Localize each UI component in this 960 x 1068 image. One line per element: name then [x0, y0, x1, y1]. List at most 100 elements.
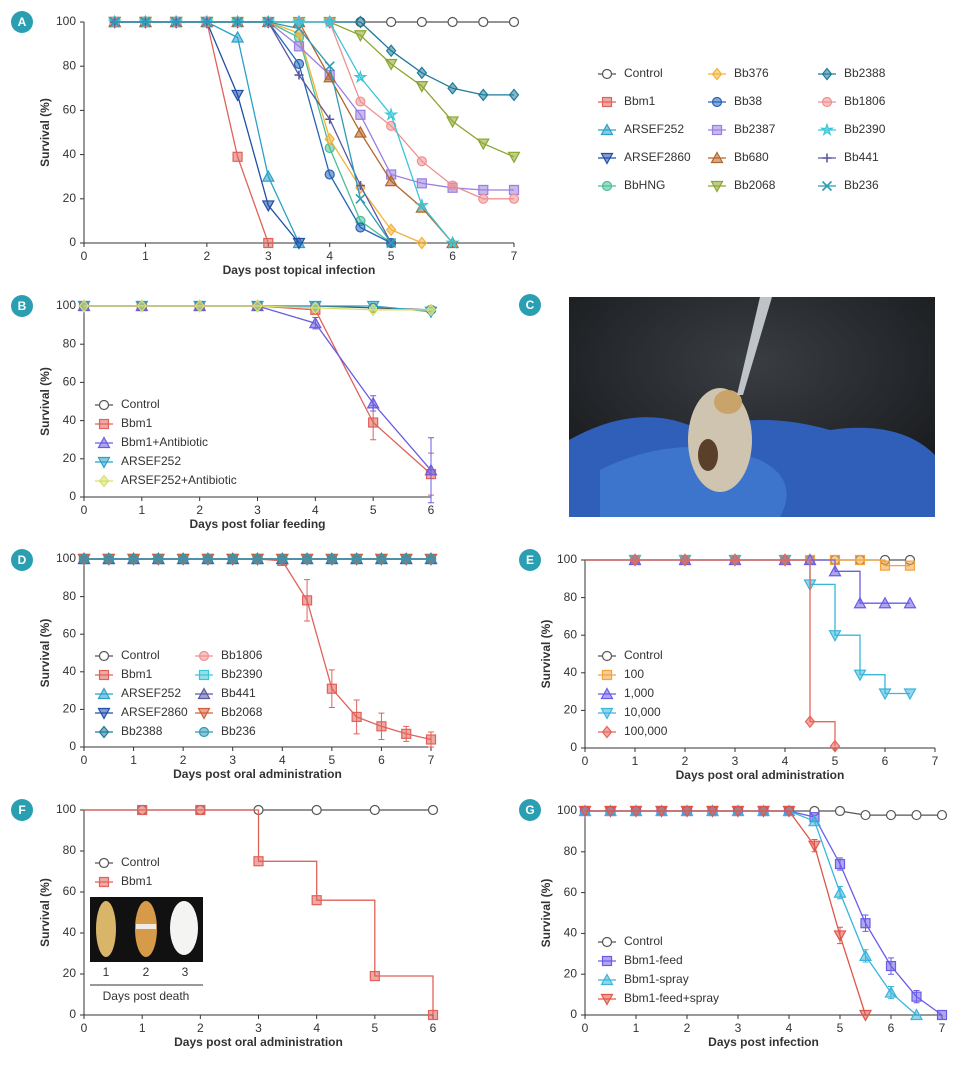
marker [654, 805, 669, 818]
x-tick-label: 0 [81, 1021, 88, 1035]
legend-label: Bb680 [734, 150, 769, 164]
marker [878, 688, 892, 701]
marker [291, 14, 307, 29]
marker [253, 856, 264, 867]
marker [355, 109, 366, 120]
y-tick-label: 20 [63, 191, 77, 205]
y-tick-label: 80 [63, 58, 77, 72]
series-line [114, 21, 392, 244]
panel-label: F [18, 803, 25, 817]
legend-label: Bbm1 [624, 94, 656, 108]
marker [383, 107, 399, 121]
marker [879, 560, 891, 571]
marker [828, 630, 842, 642]
y-axis-title: Survival (%) [38, 619, 52, 688]
legend-marker [711, 96, 723, 108]
marker [324, 169, 335, 180]
x-tick-label: 5 [832, 754, 839, 768]
legend-marker [711, 124, 723, 136]
panel-badge [519, 799, 541, 821]
marker [447, 16, 458, 28]
cadaver-2-mycelium [136, 924, 156, 929]
marker [478, 88, 489, 102]
x-tick-label: 3 [255, 1021, 262, 1035]
marker [416, 66, 428, 80]
legend-marker [711, 67, 723, 81]
marker [355, 15, 366, 29]
y-tick-label: 60 [564, 627, 578, 641]
x-tick-label: 3 [265, 249, 272, 263]
x-tick-label: 6 [449, 249, 456, 263]
marker [858, 1009, 873, 1022]
marker [578, 805, 592, 818]
marker [294, 70, 304, 80]
x-tick-label: 1 [633, 1021, 640, 1035]
y-axis-title: Survival (%) [38, 367, 52, 436]
marker [427, 804, 439, 816]
series [78, 553, 437, 565]
photo [569, 297, 935, 517]
marker [478, 16, 489, 28]
legend-marker [198, 650, 210, 662]
marker [903, 688, 917, 701]
legend-marker [97, 707, 111, 720]
legend-marker [197, 687, 211, 700]
legend-marker [710, 151, 724, 164]
legend-label: Bb2387 [734, 122, 776, 136]
x-tick-label: 6 [430, 1021, 437, 1035]
marker [355, 193, 366, 204]
x-tick-label: 6 [882, 754, 889, 768]
series [108, 15, 460, 249]
marker [109, 16, 120, 28]
legend-marker [98, 857, 110, 869]
legend-marker [821, 67, 833, 81]
marker [261, 200, 275, 213]
legend-label: Bbm1 [121, 416, 153, 430]
legend-marker [600, 152, 614, 165]
y-axis-title: Survival (%) [38, 98, 52, 167]
marker [171, 16, 182, 28]
y-tick-label: 0 [69, 739, 76, 753]
y-tick-label: 20 [63, 702, 77, 716]
marker [401, 728, 412, 739]
legend-marker [98, 418, 110, 430]
y-tick-label: 0 [570, 740, 577, 754]
marker [416, 16, 427, 28]
y-tick-label: 100 [557, 552, 577, 566]
marker [401, 553, 412, 565]
legend-marker [601, 180, 613, 192]
legend-label: Bbm1-feed+spray [624, 991, 719, 1005]
inset-caption: Days post death [103, 989, 190, 1003]
marker [860, 809, 871, 821]
marker [729, 553, 741, 567]
marker [446, 116, 460, 129]
x-tick-label: 3 [254, 503, 261, 517]
x-tick-label: 7 [428, 753, 435, 767]
legend-label: 10,000 [624, 705, 661, 719]
y-tick-label: 40 [63, 925, 77, 939]
series [109, 16, 397, 249]
marker [834, 858, 846, 870]
marker [779, 553, 791, 567]
series [109, 16, 520, 196]
marker [369, 970, 380, 982]
marker [293, 23, 305, 34]
larva-spot [698, 439, 718, 471]
y-axis-title: Survival (%) [539, 879, 553, 948]
legend-marker [601, 68, 613, 80]
y-tick-label: 60 [63, 103, 77, 117]
marker [227, 553, 238, 565]
marker [263, 16, 274, 28]
marker [301, 553, 313, 565]
x-tick-label: 7 [932, 754, 939, 768]
y-tick-label: 80 [564, 590, 578, 604]
legend-label: Bbm1-feed [624, 953, 683, 967]
x-tick-label: 4 [312, 503, 319, 517]
panel-badge [11, 295, 33, 317]
marker [860, 918, 871, 929]
legend-marker [98, 669, 110, 681]
marker [78, 553, 90, 565]
legend-marker [821, 96, 833, 108]
marker [376, 553, 387, 565]
x-axis-title: Days post infection [708, 1035, 819, 1049]
